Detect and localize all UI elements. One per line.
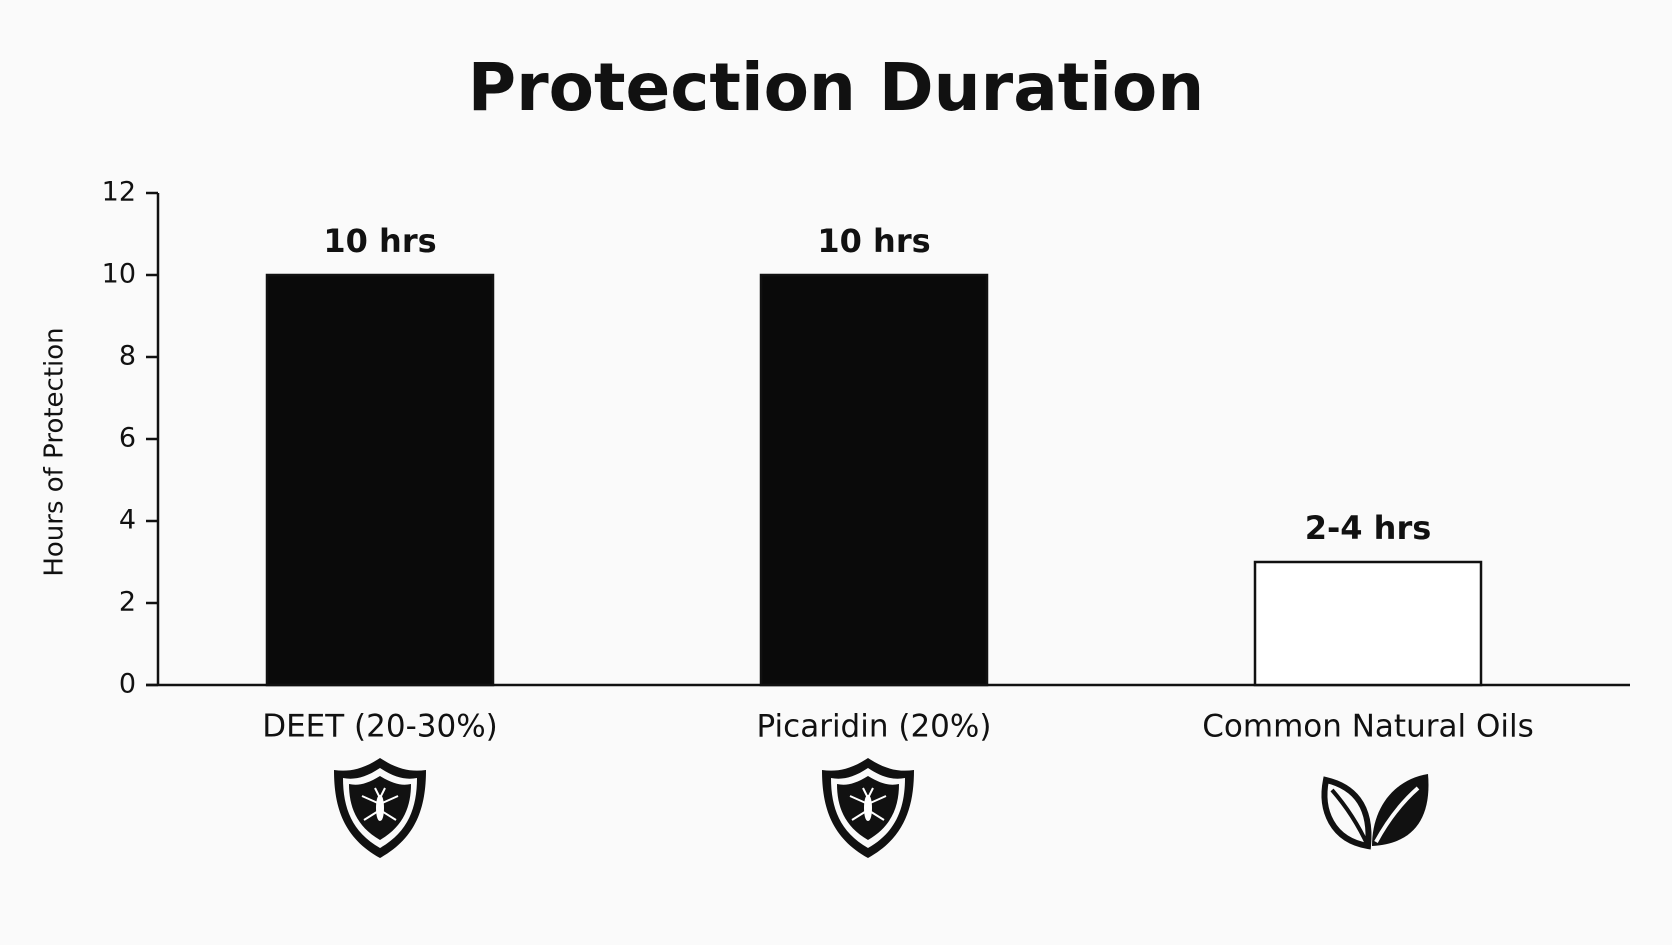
x-tick-label: Picaridin (20%) xyxy=(757,709,992,745)
value-label: 10 hrs xyxy=(323,222,436,260)
chart-title: Protection Duration xyxy=(468,49,1205,126)
y-tick-label: 12 xyxy=(102,177,136,208)
leaf-icon xyxy=(1321,774,1429,850)
y-tick-label: 4 xyxy=(119,505,136,536)
shield-icon xyxy=(822,758,914,858)
y-tick-label: 2 xyxy=(119,587,136,618)
y-tick-label: 6 xyxy=(119,423,136,454)
x-tick-label: DEET (20-30%) xyxy=(262,709,498,745)
bar xyxy=(265,273,495,687)
value-label: 10 hrs xyxy=(817,222,930,260)
value-label: 2-4 hrs xyxy=(1305,509,1432,547)
bar xyxy=(1253,560,1483,687)
y-tick-label: 8 xyxy=(119,341,136,372)
x-tick-label: Common Natural Oils xyxy=(1202,709,1533,745)
bar xyxy=(759,273,989,687)
y-tick-label: 10 xyxy=(102,259,136,290)
y-axis-label: Hours of Protection xyxy=(40,327,70,576)
shield-icon xyxy=(334,758,426,858)
y-tick-label: 0 xyxy=(119,669,136,700)
